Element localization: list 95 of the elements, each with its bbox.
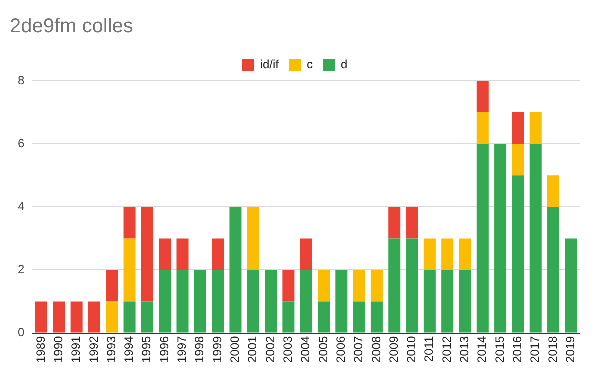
x-tick-label: 2012 (440, 336, 454, 364)
bar (53, 302, 66, 333)
bar (370, 302, 383, 333)
bar (406, 207, 418, 239)
bar (159, 270, 172, 333)
x-tick-label: 2007 (352, 336, 366, 364)
bar (442, 238, 454, 270)
bar (459, 270, 472, 333)
bar (282, 270, 295, 302)
bar (476, 112, 489, 144)
bar (212, 270, 224, 333)
bar (265, 270, 278, 333)
bar (176, 238, 189, 270)
x-tick-label: 1996 (157, 336, 172, 364)
x-tick-label: 2006 (334, 336, 348, 364)
y-tick-label: 6 (18, 136, 25, 150)
bar (336, 270, 348, 333)
bar (388, 207, 401, 239)
bar (247, 207, 260, 270)
bar (494, 144, 507, 333)
bar (212, 238, 224, 270)
bar (476, 144, 489, 333)
bar (176, 270, 189, 333)
bar (159, 238, 172, 270)
x-tick-label: 2000 (228, 336, 242, 364)
y-tick-label: 0 (18, 326, 25, 340)
x-tick-label: 2004 (298, 336, 313, 364)
x-tick-label: 1997 (175, 336, 190, 364)
bar (530, 112, 542, 144)
x-tick-label: 2019 (563, 336, 578, 364)
x-tick-label: 2017 (528, 336, 542, 364)
bar (353, 270, 366, 302)
x-tick-label: 2013 (458, 336, 472, 364)
bar (512, 144, 524, 176)
bar (565, 238, 578, 333)
bar (424, 238, 436, 270)
legend-label: id/if (260, 57, 280, 72)
x-tick-label: 2018 (546, 336, 560, 364)
x-tick-label: 2005 (316, 336, 330, 364)
legend-label: c (307, 57, 313, 72)
bar (548, 176, 560, 208)
y-tick-label: 2 (18, 262, 25, 277)
bar (353, 302, 366, 333)
bar (424, 270, 436, 333)
x-tick-label: 1999 (210, 336, 224, 364)
bar (88, 302, 100, 333)
y-tick-label: 4 (18, 199, 25, 214)
bar (548, 207, 560, 333)
x-tick-label: 2010 (404, 336, 419, 364)
bar (442, 270, 454, 333)
x-tick-label: 2002 (263, 336, 278, 364)
bar (106, 270, 118, 302)
bar (36, 302, 48, 333)
x-tick-label: 1989 (34, 336, 48, 364)
x-tick-label: 2001 (246, 336, 260, 364)
x-tick-label: 2016 (510, 336, 525, 364)
bar (300, 270, 312, 333)
bar (70, 302, 83, 333)
bar (141, 207, 154, 302)
bar (476, 81, 489, 113)
bar (512, 176, 524, 333)
y-tick-label: 8 (18, 73, 25, 88)
bar (388, 238, 401, 333)
chart-title: 2de9fm colles (10, 16, 134, 38)
bar (106, 302, 118, 333)
bar (282, 302, 295, 333)
bar (300, 238, 312, 270)
x-tick-label: 1991 (69, 336, 84, 364)
x-tick-label: 2003 (280, 336, 295, 364)
bar (370, 270, 383, 302)
x-tick-label: 1990 (51, 336, 66, 364)
x-tick-label: 2015 (492, 336, 507, 364)
bar (247, 270, 260, 333)
bar (318, 302, 330, 333)
x-tick-label: 1995 (140, 336, 154, 364)
bar (530, 144, 542, 333)
bar (124, 238, 136, 302)
x-tick-label: 2014 (475, 336, 490, 364)
x-tick-label: 1992 (86, 336, 101, 364)
x-tick-label: 1998 (192, 336, 207, 364)
bar (318, 270, 330, 302)
bar (512, 112, 524, 144)
bar (124, 207, 136, 239)
bar (141, 302, 154, 333)
bar (406, 238, 418, 333)
x-tick-label: 1994 (122, 336, 136, 364)
bar (459, 238, 472, 270)
x-tick-label: 2009 (386, 336, 401, 364)
bar (230, 207, 242, 333)
x-tick-label: 2008 (369, 336, 384, 364)
x-tick-label: 2011 (422, 336, 436, 362)
bar (124, 302, 136, 333)
legend-label: d (341, 57, 348, 72)
x-tick-label: 1993 (104, 336, 118, 364)
bar (194, 270, 206, 333)
